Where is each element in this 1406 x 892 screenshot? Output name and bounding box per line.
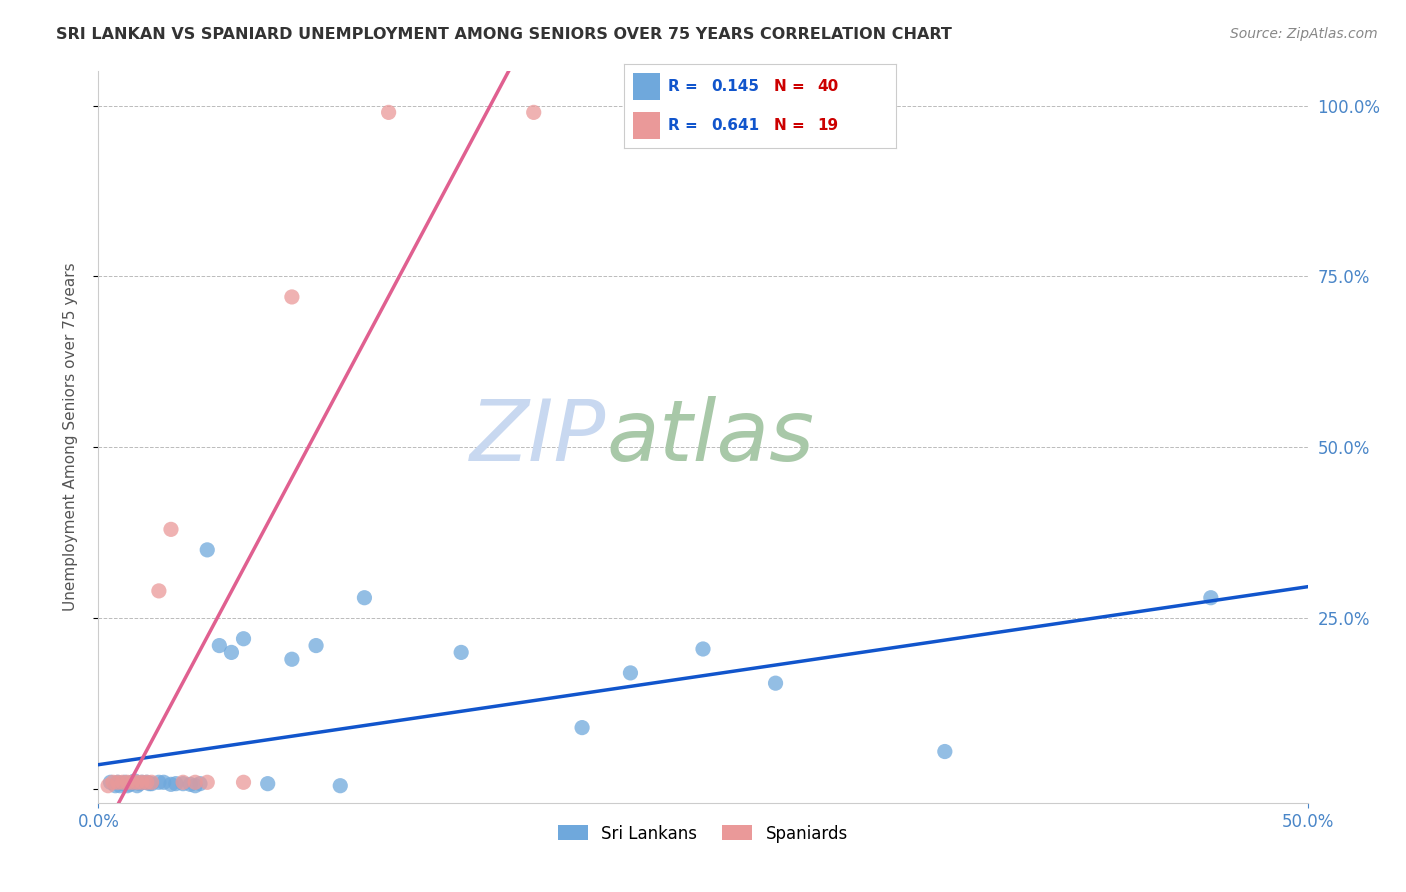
Point [232, 775, 254, 789]
Point [377, 105, 399, 120]
Point [118, 777, 141, 791]
Point [148, 775, 170, 789]
Point [281, 652, 304, 666]
Point [117, 779, 139, 793]
Point [305, 639, 328, 653]
Point [127, 775, 149, 789]
Point [232, 632, 254, 646]
Point [692, 642, 714, 657]
Point [619, 665, 641, 680]
Point [117, 775, 139, 789]
Point [107, 775, 129, 789]
Legend: Sri Lankans, Spaniards: Sri Lankans, Spaniards [551, 818, 855, 849]
Point [160, 522, 183, 536]
Text: SRI LANKAN VS SPANIARD UNEMPLOYMENT AMONG SENIORS OVER 75 YEARS CORRELATION CHAR: SRI LANKAN VS SPANIARD UNEMPLOYMENT AMON… [56, 27, 952, 42]
Point [108, 779, 131, 793]
Point [100, 775, 122, 789]
Point [121, 775, 143, 789]
Text: Source: ZipAtlas.com: Source: ZipAtlas.com [1230, 27, 1378, 41]
Point [195, 542, 218, 557]
Point [172, 777, 194, 791]
Point [165, 777, 187, 791]
Point [111, 775, 134, 789]
Point [523, 105, 546, 120]
Point [152, 775, 174, 789]
Point [135, 775, 157, 789]
Point [188, 777, 211, 791]
Point [127, 779, 149, 793]
Text: ZIP: ZIP [470, 395, 606, 479]
Point [172, 775, 194, 789]
Point [184, 775, 207, 789]
Point [121, 775, 143, 789]
Point [208, 639, 231, 653]
Point [124, 773, 146, 788]
Point [128, 777, 150, 791]
Y-axis label: Unemployment Among Seniors over 75 years: Unemployment Among Seniors over 75 years [63, 263, 77, 611]
Point [114, 775, 136, 789]
Point [765, 676, 787, 690]
Point [138, 777, 160, 791]
Point [131, 775, 153, 789]
Point [571, 721, 593, 735]
Text: atlas: atlas [606, 395, 814, 479]
Point [281, 290, 304, 304]
Point [179, 777, 201, 791]
Point [450, 645, 472, 659]
Point [104, 779, 127, 793]
Point [256, 777, 278, 791]
Point [1199, 591, 1222, 605]
Point [141, 775, 163, 789]
Point [353, 591, 375, 605]
Point [107, 775, 129, 789]
Point [148, 583, 170, 598]
Point [195, 775, 218, 789]
Point [184, 779, 207, 793]
Point [135, 775, 157, 789]
Point [160, 777, 183, 791]
Point [101, 775, 124, 789]
Point [97, 779, 120, 793]
Point [329, 779, 352, 793]
Point [111, 777, 134, 791]
Point [934, 745, 956, 759]
Point [141, 777, 163, 791]
Point [221, 645, 243, 659]
Point [131, 775, 153, 789]
